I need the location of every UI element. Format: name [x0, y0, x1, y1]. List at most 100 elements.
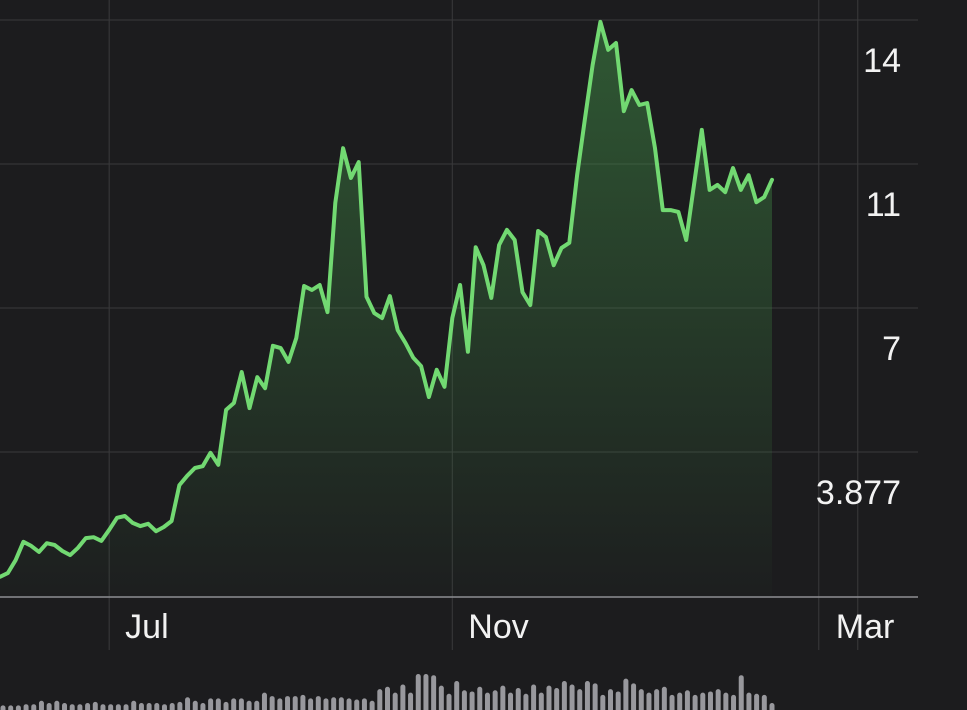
volume-bar	[661, 686, 667, 710]
volume-bar	[415, 674, 421, 710]
volume-bar	[38, 700, 44, 710]
volume-bar	[669, 694, 675, 710]
price-line	[0, 19, 774, 579]
volume-bar	[500, 685, 506, 710]
volume-bar	[231, 698, 237, 710]
volume-bar	[377, 689, 383, 710]
volume-bar	[454, 681, 460, 710]
area-layer	[0, 19, 774, 597]
volume-bar	[684, 690, 690, 710]
volume-bar	[515, 687, 521, 710]
volume-bar	[315, 696, 321, 710]
volume-bar	[446, 693, 452, 710]
volume-bar	[423, 674, 429, 710]
volume-bar	[646, 692, 652, 710]
volume-bar	[477, 686, 483, 710]
volume-bar	[723, 692, 729, 710]
y-tick-label: 11	[865, 186, 901, 224]
volume-bar	[731, 694, 737, 710]
volume-bar	[438, 685, 444, 710]
volume-bar	[115, 704, 121, 710]
volume-bar	[615, 691, 621, 710]
volume-bar	[700, 692, 706, 710]
volume-bar	[308, 698, 314, 710]
volume-bar	[292, 696, 298, 710]
volume-bar	[23, 704, 29, 710]
volume-bar	[192, 700, 198, 710]
volume-bar	[623, 678, 629, 710]
volume-bar	[638, 689, 644, 710]
x-tick-label: Mar	[835, 608, 895, 646]
volume-bar	[600, 694, 606, 710]
volume-bar	[208, 698, 214, 710]
volume-bar	[261, 692, 267, 710]
volume-bar	[238, 698, 244, 710]
volume-bar	[8, 705, 14, 710]
volume-bar	[608, 689, 614, 710]
x-tick-label: Jul	[125, 608, 169, 646]
volume-bar	[269, 696, 275, 710]
volume-bar	[223, 701, 229, 710]
volume-bar	[508, 692, 514, 710]
volume-bar	[754, 693, 760, 710]
y-tick-label: 3.877	[815, 474, 901, 512]
volume-bar	[546, 685, 552, 710]
volume-bar	[131, 700, 137, 710]
volume-bar	[31, 704, 37, 710]
volume-bar	[62, 703, 68, 710]
volume-bar	[361, 698, 367, 710]
y-tick-label: 14	[863, 42, 901, 80]
volume-bar	[692, 694, 698, 710]
volume-bar	[92, 701, 98, 710]
volume-bar	[707, 691, 713, 710]
volume-bar	[538, 692, 544, 710]
volume-bar	[761, 694, 767, 710]
volume-bar	[138, 703, 144, 710]
volume-bar	[484, 692, 490, 710]
volume-bar	[15, 705, 21, 710]
volume-bar	[592, 683, 598, 710]
volume-bar	[77, 704, 83, 710]
volume-bar	[492, 690, 498, 710]
volume-bar	[569, 684, 575, 710]
volume-bar	[392, 692, 398, 710]
volume-bar	[746, 692, 752, 710]
volume-bar	[0, 705, 6, 710]
volume-bar	[185, 697, 191, 710]
volume-bar	[169, 703, 175, 710]
volume-bar	[323, 698, 329, 710]
volume-bar	[177, 701, 183, 710]
volume-bar	[431, 675, 437, 710]
volume-bar	[354, 699, 360, 710]
volume-bar	[161, 704, 167, 710]
volume-bar	[300, 694, 306, 710]
volume-bar	[531, 684, 537, 710]
volume-bar	[469, 691, 475, 710]
volume-bar	[554, 687, 560, 710]
volume-bar	[108, 704, 114, 710]
volume-bar	[369, 700, 375, 710]
volume-bar	[338, 697, 344, 710]
volume-bar	[584, 681, 590, 710]
volume-bar	[461, 690, 467, 710]
volume-bar	[277, 698, 283, 710]
volume-bar	[100, 704, 106, 710]
volume-bar	[69, 704, 75, 710]
volume-bar	[54, 700, 60, 710]
volume-bars	[0, 674, 775, 710]
volume-bar	[523, 693, 529, 710]
volume-bar	[654, 689, 660, 710]
volume-bar	[400, 684, 406, 710]
volume-bar	[46, 703, 52, 710]
volume-bar	[215, 698, 221, 710]
volume-bar	[123, 704, 129, 710]
volume-bar	[246, 700, 252, 710]
volume-bar	[331, 697, 337, 710]
volume-bar	[346, 698, 352, 710]
volume-bar	[85, 703, 91, 710]
y-tick-label: 7	[882, 330, 901, 368]
volume-bar	[631, 683, 637, 710]
volume-bar	[561, 681, 567, 710]
volume-bar	[769, 703, 775, 710]
